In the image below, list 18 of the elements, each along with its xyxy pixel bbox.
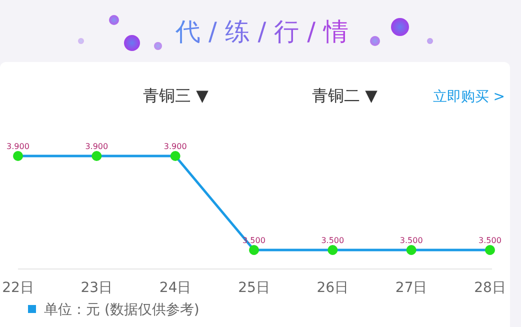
data-label: 3.900 xyxy=(6,142,30,151)
data-label: 3.500 xyxy=(321,236,344,245)
text: 青铜三 ▼ xyxy=(143,86,210,105)
x-tick-label: 25日 xyxy=(238,280,270,296)
x-tick-label: 26日 xyxy=(316,280,349,296)
x-tick-label: 23日 xyxy=(80,280,113,296)
x-tick-label: 22日 xyxy=(2,280,34,296)
chart-title: 代 / 练 / 行 / 情 xyxy=(174,17,348,46)
text: 青铜二 ▼ xyxy=(312,86,378,105)
legend-label: 单位：元 (数据仅供参考) xyxy=(44,302,200,318)
x-tick-label: 28日 xyxy=(474,280,506,296)
data-label: 3.500 xyxy=(478,236,502,245)
x-tick-label: 24日 xyxy=(159,280,192,296)
x-tick-label: 27日 xyxy=(395,280,428,296)
text: 立即购买 > xyxy=(432,89,505,105)
data-label: 3.900 xyxy=(164,142,187,151)
data-label: 3.900 xyxy=(85,142,108,151)
data-label: 3.500 xyxy=(400,236,423,245)
